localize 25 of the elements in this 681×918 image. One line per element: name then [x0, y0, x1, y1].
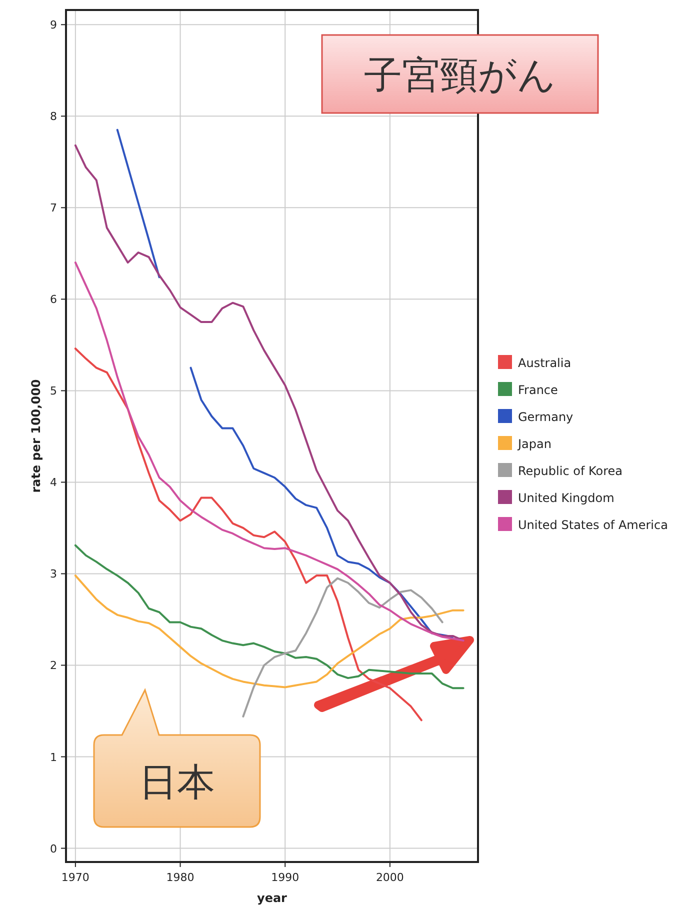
annotation: 日本 [139, 760, 215, 804]
y-tick-label: 8 [50, 110, 57, 124]
legend-label: Republic of Korea [518, 464, 623, 478]
y-tick-label: 0 [50, 842, 57, 856]
x-axis-title: year [257, 891, 288, 905]
y-tick-label: 3 [50, 568, 57, 581]
y-tick-label: 5 [50, 384, 57, 398]
y-tick-label: 1 [50, 750, 57, 764]
x-tick-label: 2000 [376, 871, 404, 884]
y-tick-label: 7 [50, 202, 57, 215]
y-tick-label: 2 [50, 659, 57, 672]
x-tick-label: 1980 [166, 871, 194, 884]
y-tick-label: 6 [50, 293, 57, 306]
legend-label: Australia [518, 356, 572, 370]
text: 子宮頸がん [364, 53, 556, 97]
x-tick-label: 1990 [271, 871, 300, 884]
legend-label: Germany [518, 410, 574, 424]
y-tick-label: 9 [50, 18, 57, 32]
legend-label: United States of America [518, 518, 668, 532]
y-axis-title: rate per 100,000 [29, 379, 43, 493]
legend-label: Japan [517, 437, 552, 451]
legend-label: France [518, 383, 558, 397]
legend-label: United Kingdom [518, 491, 614, 505]
x-tick-label: 1970 [61, 871, 90, 884]
y-tick-label: 4 [50, 476, 57, 490]
